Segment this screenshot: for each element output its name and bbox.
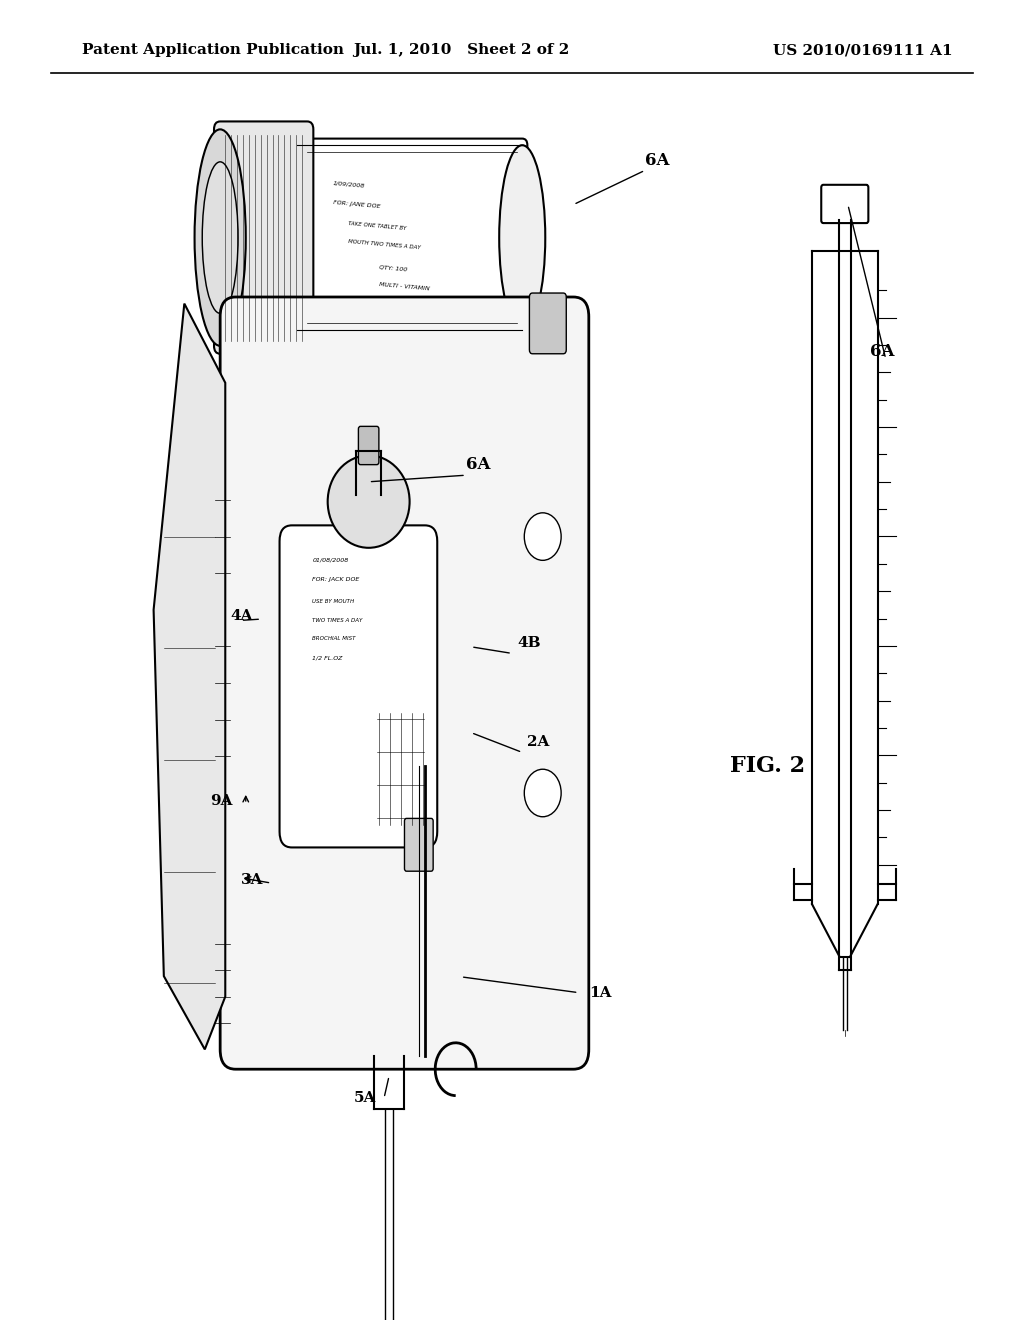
Text: 5A: 5A: [353, 1092, 376, 1105]
Text: 6A: 6A: [466, 455, 490, 473]
FancyBboxPatch shape: [280, 525, 437, 847]
Text: 1A: 1A: [589, 986, 611, 999]
Text: FOR: JACK DOE: FOR: JACK DOE: [312, 577, 359, 582]
Polygon shape: [154, 304, 225, 1049]
Text: 1/2 FL.OZ: 1/2 FL.OZ: [312, 656, 343, 661]
Text: 01/08/2008: 01/08/2008: [312, 557, 348, 562]
Circle shape: [524, 512, 561, 560]
Text: TWO TIMES A DAY: TWO TIMES A DAY: [312, 618, 362, 623]
Text: 2A: 2A: [527, 735, 550, 748]
Ellipse shape: [202, 162, 238, 313]
Text: 4B: 4B: [517, 636, 541, 649]
Text: TAKE ONE TABLET BY: TAKE ONE TABLET BY: [348, 220, 407, 231]
FancyBboxPatch shape: [529, 293, 566, 354]
Text: QTY: 100: QTY: 100: [379, 264, 408, 272]
Ellipse shape: [500, 145, 545, 330]
Text: BROCHIAL MIST: BROCHIAL MIST: [312, 636, 355, 642]
Text: 4A: 4A: [230, 610, 253, 623]
Text: MULTI - VITAMIN: MULTI - VITAMIN: [379, 282, 430, 292]
FancyBboxPatch shape: [220, 297, 589, 1069]
Text: MOUTH TWO TIMES A DAY: MOUTH TWO TIMES A DAY: [348, 239, 421, 251]
FancyBboxPatch shape: [358, 426, 379, 465]
Text: 6A: 6A: [645, 152, 670, 169]
FancyBboxPatch shape: [292, 139, 527, 337]
Ellipse shape: [195, 129, 246, 346]
Ellipse shape: [328, 455, 410, 548]
Circle shape: [524, 770, 561, 817]
FancyBboxPatch shape: [214, 121, 313, 354]
FancyBboxPatch shape: [821, 185, 868, 223]
Text: 6A: 6A: [870, 343, 895, 360]
Text: Patent Application Publication: Patent Application Publication: [82, 44, 344, 57]
Text: FIG. 2: FIG. 2: [730, 755, 806, 776]
Text: FOR: JANE DOE: FOR: JANE DOE: [333, 201, 381, 210]
Text: 9A: 9A: [210, 795, 232, 808]
Text: Jul. 1, 2010   Sheet 2 of 2: Jul. 1, 2010 Sheet 2 of 2: [352, 44, 569, 57]
FancyBboxPatch shape: [404, 818, 433, 871]
Text: 3A: 3A: [241, 874, 263, 887]
Text: US 2010/0169111 A1: US 2010/0169111 A1: [773, 44, 952, 57]
Text: 1/09/2008: 1/09/2008: [333, 181, 366, 189]
Text: USE BY MOUTH: USE BY MOUTH: [312, 599, 354, 605]
